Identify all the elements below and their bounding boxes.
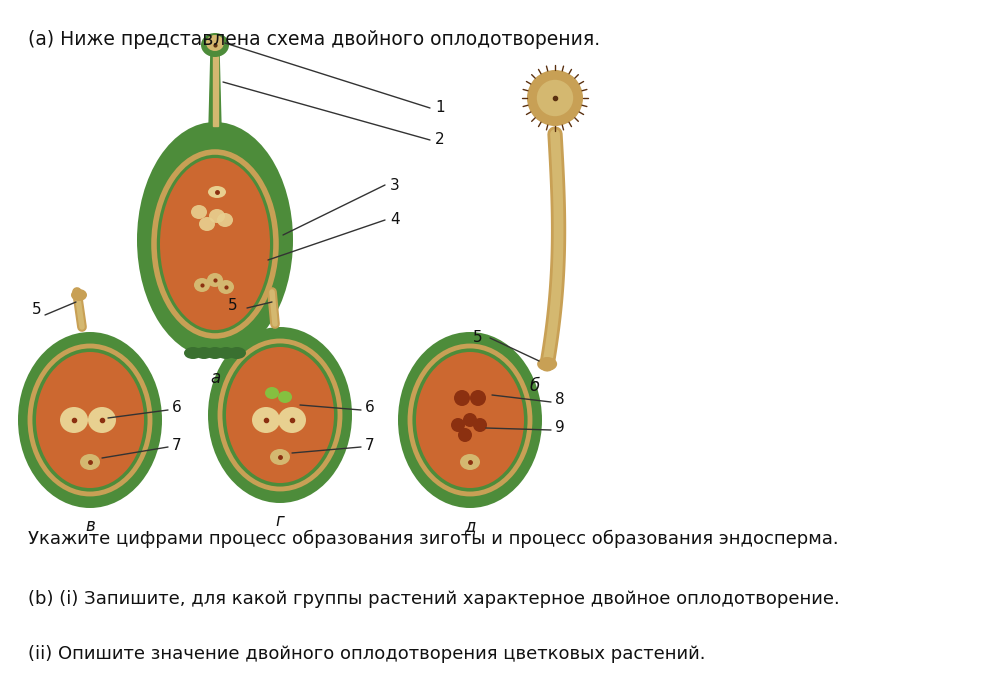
Ellipse shape bbox=[208, 327, 352, 503]
Ellipse shape bbox=[60, 407, 88, 433]
Ellipse shape bbox=[454, 390, 469, 406]
Text: д: д bbox=[463, 517, 475, 535]
Ellipse shape bbox=[228, 347, 246, 359]
Text: в: в bbox=[85, 517, 95, 535]
Ellipse shape bbox=[209, 209, 225, 223]
Ellipse shape bbox=[278, 407, 306, 433]
Text: (a) Ниже представлена схема двойного оплодотворения.: (a) Ниже представлена схема двойного опл… bbox=[28, 30, 599, 49]
Text: 5: 5 bbox=[32, 303, 41, 317]
Ellipse shape bbox=[217, 347, 235, 359]
Ellipse shape bbox=[278, 391, 292, 403]
Text: а: а bbox=[210, 369, 220, 387]
Ellipse shape bbox=[472, 418, 486, 432]
Text: (b) (i) Запишите, для какой группы растений характерное двойное оплодотворение.: (b) (i) Запишите, для какой группы расте… bbox=[28, 590, 839, 608]
Ellipse shape bbox=[199, 217, 215, 231]
Ellipse shape bbox=[183, 347, 202, 359]
Ellipse shape bbox=[208, 186, 226, 198]
Text: б: б bbox=[529, 377, 539, 395]
Ellipse shape bbox=[459, 454, 479, 470]
Ellipse shape bbox=[218, 280, 234, 294]
Text: 7: 7 bbox=[365, 438, 375, 452]
Text: 9: 9 bbox=[554, 420, 564, 436]
Ellipse shape bbox=[191, 205, 207, 219]
Text: 6: 6 bbox=[365, 400, 375, 416]
Ellipse shape bbox=[18, 332, 162, 508]
Ellipse shape bbox=[206, 347, 224, 359]
Ellipse shape bbox=[397, 332, 541, 508]
Text: 6: 6 bbox=[172, 400, 181, 416]
Text: (ii) Опишите значение двойного оплодотворения цветковых растений.: (ii) Опишите значение двойного оплодотво… bbox=[28, 645, 705, 663]
Ellipse shape bbox=[251, 407, 280, 433]
Text: г: г bbox=[275, 512, 284, 530]
Text: 2: 2 bbox=[435, 132, 444, 148]
Ellipse shape bbox=[88, 407, 116, 433]
Ellipse shape bbox=[201, 33, 229, 57]
Ellipse shape bbox=[469, 390, 485, 406]
Ellipse shape bbox=[194, 278, 210, 292]
Ellipse shape bbox=[462, 413, 476, 427]
Ellipse shape bbox=[206, 35, 224, 51]
Ellipse shape bbox=[415, 352, 524, 488]
Ellipse shape bbox=[195, 347, 213, 359]
Ellipse shape bbox=[451, 418, 464, 432]
Ellipse shape bbox=[217, 213, 233, 227]
Ellipse shape bbox=[264, 387, 279, 399]
Ellipse shape bbox=[207, 273, 223, 287]
Ellipse shape bbox=[35, 352, 144, 488]
Polygon shape bbox=[212, 52, 217, 126]
Polygon shape bbox=[209, 50, 221, 127]
Text: 8: 8 bbox=[554, 393, 564, 407]
Ellipse shape bbox=[80, 454, 100, 470]
Ellipse shape bbox=[536, 80, 573, 116]
Ellipse shape bbox=[527, 70, 583, 126]
Ellipse shape bbox=[226, 347, 333, 483]
Text: Укажите цифрами процесс образования зиготы и процесс образования эндосперма.: Укажите цифрами процесс образования зиго… bbox=[28, 530, 838, 548]
Text: 5: 5 bbox=[472, 331, 481, 345]
Text: 5: 5 bbox=[228, 297, 238, 313]
Text: 3: 3 bbox=[389, 177, 399, 193]
Ellipse shape bbox=[71, 289, 87, 301]
Ellipse shape bbox=[270, 449, 290, 465]
Ellipse shape bbox=[137, 122, 293, 358]
Text: 1: 1 bbox=[435, 100, 444, 116]
Ellipse shape bbox=[458, 428, 471, 442]
Text: 7: 7 bbox=[172, 438, 181, 452]
Ellipse shape bbox=[536, 357, 556, 371]
Ellipse shape bbox=[160, 158, 270, 330]
Text: 4: 4 bbox=[389, 212, 399, 228]
